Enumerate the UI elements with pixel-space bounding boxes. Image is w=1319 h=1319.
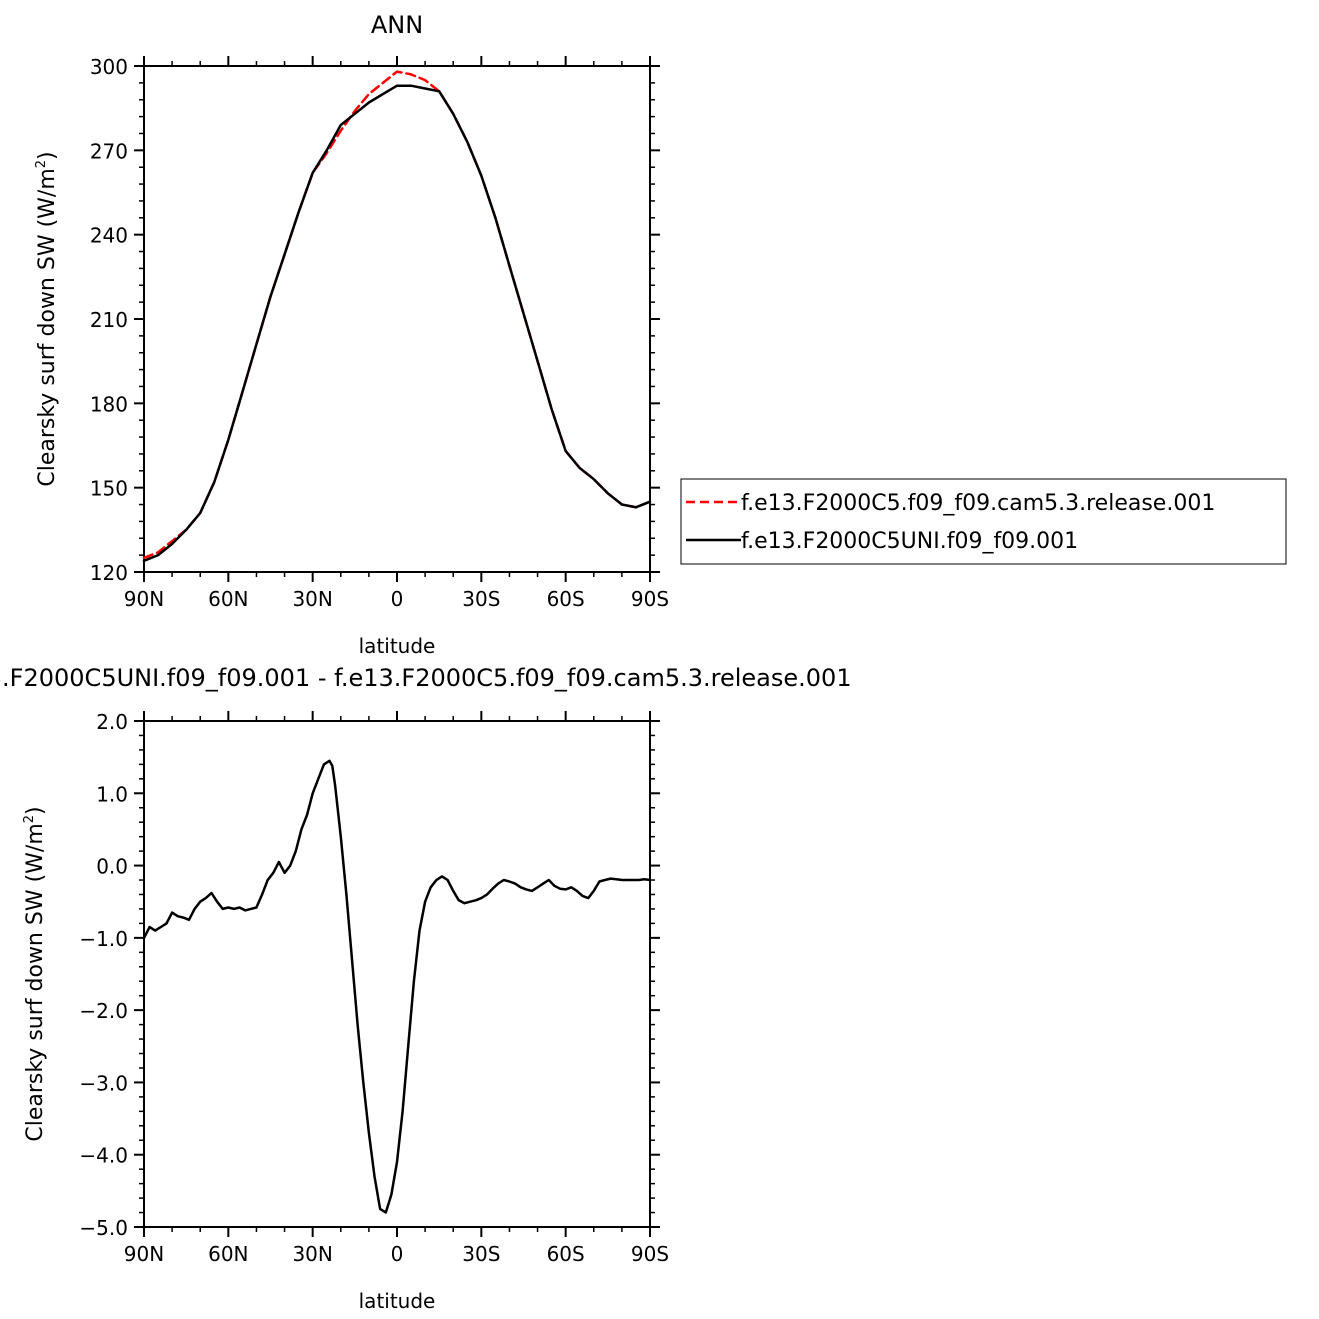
top-y-axis-label-sup: 2 xyxy=(34,160,49,168)
y-tick-label: 180 xyxy=(90,392,128,416)
y-tick-label: −1.0 xyxy=(79,927,128,951)
top-axis-tick-labels: 90N 60N 30N 0 30S 60S 90S 120 150 180 210 240 270 300 xyxy=(90,55,669,611)
x-tick-label: 0 xyxy=(391,587,404,611)
y-tick-label: 300 xyxy=(90,55,128,79)
y-tick-label: 1.0 xyxy=(96,782,128,806)
y-tick-label: −4.0 xyxy=(79,1144,128,1168)
x-tick-label: 30S xyxy=(462,587,500,611)
y-tick-label: 150 xyxy=(90,477,128,501)
top-x-axis-label: latitude xyxy=(359,634,436,658)
bottom-y-axis-label: Clearsky surf down SW (W/m2) xyxy=(22,806,48,1141)
y-tick-label: −3.0 xyxy=(79,1071,128,1095)
legend: f.e13.F2000C5.f09_f09.cam5.3.release.001… xyxy=(680,478,1287,565)
x-tick-label: 90S xyxy=(631,587,669,611)
x-tick-label: 30N xyxy=(292,1242,332,1266)
x-tick-label: 90N xyxy=(124,1242,164,1266)
y-tick-label: −5.0 xyxy=(79,1216,128,1240)
legend-box xyxy=(680,478,1287,565)
x-tick-label: 0 xyxy=(391,1242,404,1266)
top-plot-frame xyxy=(143,65,651,573)
legend-entry-2: f.e13.F2000C5UNI.f09_f09.001 xyxy=(741,529,1078,554)
top-axis-ticks xyxy=(134,56,660,582)
y-tick-label: 0.0 xyxy=(96,855,128,879)
x-tick-label: 60N xyxy=(208,1242,248,1266)
y-tick-label: 2.0 xyxy=(96,710,128,734)
bottom-series-lines xyxy=(142,759,652,1214)
bottom-x-axis-label: latitude xyxy=(359,1289,436,1313)
top-panel-title: ANN xyxy=(371,11,423,39)
top-series-lines xyxy=(142,70,652,563)
x-tick-label: 60N xyxy=(208,587,248,611)
y-tick-label: 270 xyxy=(90,139,128,163)
top-panel: ANN 90N 60N 30N 0 30S 60S 90S 120 150 180 210 240 27… xyxy=(34,11,1287,658)
bottom-y-axis-label-text: Clearsky surf down SW (W/m xyxy=(23,823,48,1141)
bottom-panel-title: f.e13.F2000C5UNI.f09_f09.001 - f.e13.F20… xyxy=(0,664,852,692)
bottom-y-axis-label-sup: 2 xyxy=(22,815,37,823)
bottom-y-axis-label-close: ) xyxy=(23,806,48,815)
x-tick-label: 60S xyxy=(547,1242,585,1266)
bottom-panel: f.e13.F2000C5UNI.f09_f09.001 - f.e13.F20… xyxy=(0,664,852,1313)
x-tick-label: 90N xyxy=(124,587,164,611)
y-tick-label: 210 xyxy=(90,308,128,332)
x-tick-label: 30S xyxy=(462,1242,500,1266)
x-tick-label: 60S xyxy=(547,587,585,611)
legend-entry-1: f.e13.F2000C5.f09_f09.cam5.3.release.001 xyxy=(741,491,1215,516)
y-tick-label: 120 xyxy=(90,561,128,585)
bottom-axis-tick-labels: 90N 60N 30N 0 30S 60S 90S 2.0 1.0 0.0 −1.0 −2.0 −3.0… xyxy=(79,710,669,1266)
y-tick-label: 240 xyxy=(90,224,128,248)
x-tick-label: 90S xyxy=(631,1242,669,1266)
top-y-axis-label: Clearsky surf down SW (W/m2) xyxy=(34,151,60,486)
x-tick-label: 30N xyxy=(292,587,332,611)
y-tick-label: −2.0 xyxy=(79,999,128,1023)
series-line-1 xyxy=(142,84,652,563)
top-y-axis-label-close: ) xyxy=(35,151,60,160)
bottom-axis-ticks xyxy=(134,711,660,1237)
series-line-0 xyxy=(142,70,652,560)
top-y-axis-label-text: Clearsky surf down SW (W/m xyxy=(35,168,60,486)
series-line-0 xyxy=(142,759,652,1214)
